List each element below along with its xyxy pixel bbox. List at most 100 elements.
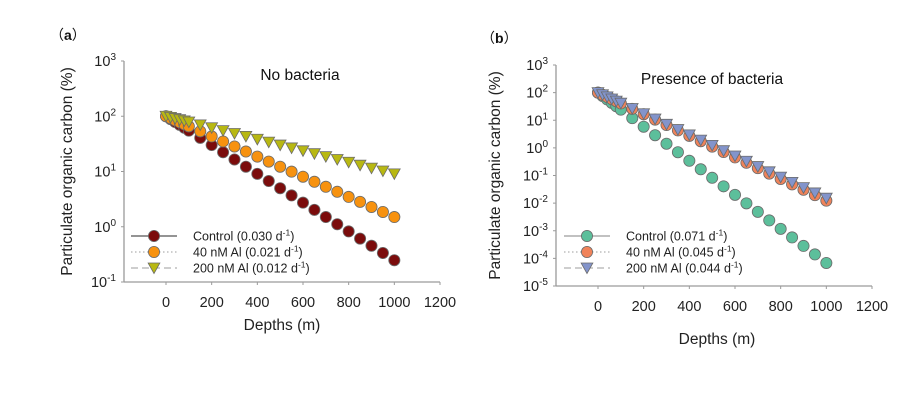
x-tick-label: 0 [162,295,170,311]
data-point [706,171,719,184]
legend-marker [147,229,160,242]
y-tick-base: 10 [94,220,110,236]
legend-entry: 200 nM Al (0.012 d-1) [131,260,310,276]
legend-label: 40 nM Al (0.021 d-1) [193,244,303,260]
series-40-nm-al [159,110,401,224]
y-tick-base: 10 [94,54,110,70]
y-tick-base: 10 [526,58,542,74]
legend-entry: 40 nM Al (0.045 d-1) [564,244,736,260]
y-tick-base: 10 [94,165,110,181]
data-point [228,140,241,153]
legend-label-close: ) [290,230,294,244]
y-tick-base: 10 [91,275,107,291]
y-tick-exponent: -2 [539,194,548,205]
data-point [763,214,776,227]
data-point [786,231,799,244]
x-tick-label: 1000 [378,295,410,311]
y-tick-base: 10 [523,224,539,240]
y-tick-label: 101 [94,163,116,181]
x-axis-title: Depths (m) [679,331,756,348]
y-tick-label: 103 [94,52,116,70]
data-point [353,159,367,172]
x-tick-label: 800 [337,295,361,311]
legend-label-close: ) [299,246,303,260]
y-tick-exponent: -1 [107,273,116,284]
legend-label: Control (0.030 d-1) [193,228,294,244]
data-point [797,239,810,252]
data-point [717,145,731,158]
data-point [308,203,321,216]
data-point [285,142,299,155]
data-point [694,163,707,176]
x-tick-label: 400 [677,299,701,315]
panel-label-open: （ [481,30,495,46]
data-point [671,146,684,159]
panel-title: Presence of bacteria [641,71,784,88]
data-point [717,180,730,193]
data-point [785,176,799,189]
data-point [182,116,196,129]
legend-label-close: ) [723,230,727,244]
data-point [819,192,833,205]
data-point [354,195,367,208]
legend-entry: 40 nM Al (0.021 d-1) [131,244,303,260]
data-point [342,156,356,169]
y-tick-base: 10 [94,109,110,125]
data-point [705,139,719,152]
data-point [330,154,344,166]
legend-label: 200 nM Al (0.012 d-1) [193,260,310,276]
data-point [285,189,298,202]
x-tick-label: 600 [723,299,747,315]
data-point [820,256,833,269]
y-tick-exponent: -3 [539,222,548,233]
data-point [274,160,287,173]
legend-label: 40 nM Al (0.045 d-1) [626,244,736,260]
data-point [637,108,651,121]
data-point [216,125,230,138]
x-tick-label: 0 [594,299,602,315]
data-point [671,124,685,136]
legend-marker [581,229,594,242]
x-tick-label: 200 [632,299,656,315]
y-tick-label: 102 [94,107,116,125]
data-point [365,239,378,252]
data-point [729,188,742,201]
data-point [694,134,708,147]
data-point [614,97,628,110]
data-point [227,128,242,140]
data-point [364,162,379,175]
legend-label: Control (0.071 d-1) [626,228,727,244]
x-tick-label: 800 [769,299,793,315]
legend-label-text: Control (0.071 d [626,230,716,244]
data-point [388,254,401,267]
data-point [660,137,673,150]
panel-label-letter: a [64,27,72,43]
data-point [217,135,230,148]
x-tick-label: 600 [291,295,315,311]
data-point [319,151,333,164]
panel-title: No bacteria [260,67,340,84]
data-point [239,130,253,143]
data-point [262,136,276,149]
data-point [683,154,696,167]
legend-marker [580,262,594,275]
data-point [376,165,390,178]
x-tick-label: 200 [200,295,224,311]
legend-label-superscript: -1 [283,228,291,238]
data-point [251,167,264,180]
y-tick-base: 10 [523,279,539,295]
data-point [262,155,275,168]
data-point [808,248,821,261]
data-point [274,182,287,195]
y-axis-title: Particulate organic carbon (%) [59,67,76,276]
data-point [637,120,650,133]
legend-entry: Control (0.030 d-1) [131,228,294,244]
y-tick-exponent: 1 [542,111,548,122]
y-tick-base: 10 [523,196,539,212]
data-point [625,103,639,115]
data-point [682,129,696,142]
data-point [296,145,310,158]
data-point [728,150,742,163]
legend-label-superscript: -1 [291,244,299,254]
